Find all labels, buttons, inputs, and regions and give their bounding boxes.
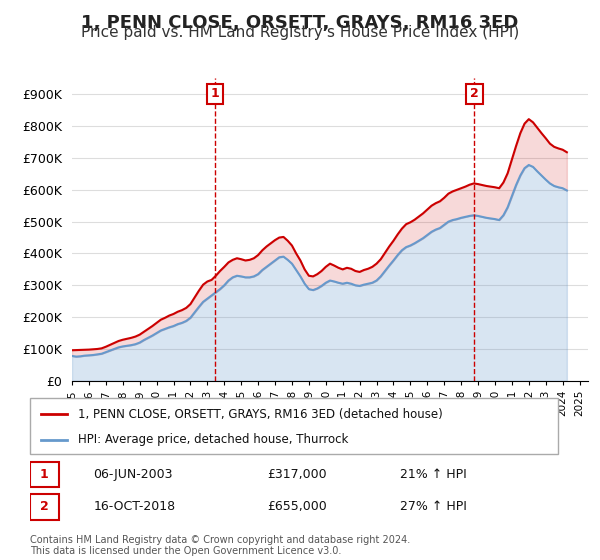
Text: 06-JUN-2003: 06-JUN-2003 [94, 468, 173, 481]
Text: 1: 1 [40, 468, 49, 481]
FancyBboxPatch shape [30, 494, 59, 520]
Text: 21% ↑ HPI: 21% ↑ HPI [400, 468, 466, 481]
Text: 27% ↑ HPI: 27% ↑ HPI [400, 501, 466, 514]
FancyBboxPatch shape [30, 462, 59, 487]
Text: £317,000: £317,000 [268, 468, 327, 481]
Text: 2: 2 [40, 501, 49, 514]
Text: Contains HM Land Registry data © Crown copyright and database right 2024.
This d: Contains HM Land Registry data © Crown c… [30, 535, 410, 557]
FancyBboxPatch shape [30, 398, 558, 454]
Text: 16-OCT-2018: 16-OCT-2018 [94, 501, 175, 514]
Text: Price paid vs. HM Land Registry's House Price Index (HPI): Price paid vs. HM Land Registry's House … [81, 25, 519, 40]
Text: 1: 1 [211, 87, 219, 100]
Text: 1, PENN CLOSE, ORSETT, GRAYS, RM16 3ED (detached house): 1, PENN CLOSE, ORSETT, GRAYS, RM16 3ED (… [77, 408, 442, 421]
Text: £655,000: £655,000 [268, 501, 328, 514]
Text: 2: 2 [470, 87, 479, 100]
Text: 1, PENN CLOSE, ORSETT, GRAYS, RM16 3ED: 1, PENN CLOSE, ORSETT, GRAYS, RM16 3ED [82, 14, 518, 32]
Text: HPI: Average price, detached house, Thurrock: HPI: Average price, detached house, Thur… [77, 433, 348, 446]
